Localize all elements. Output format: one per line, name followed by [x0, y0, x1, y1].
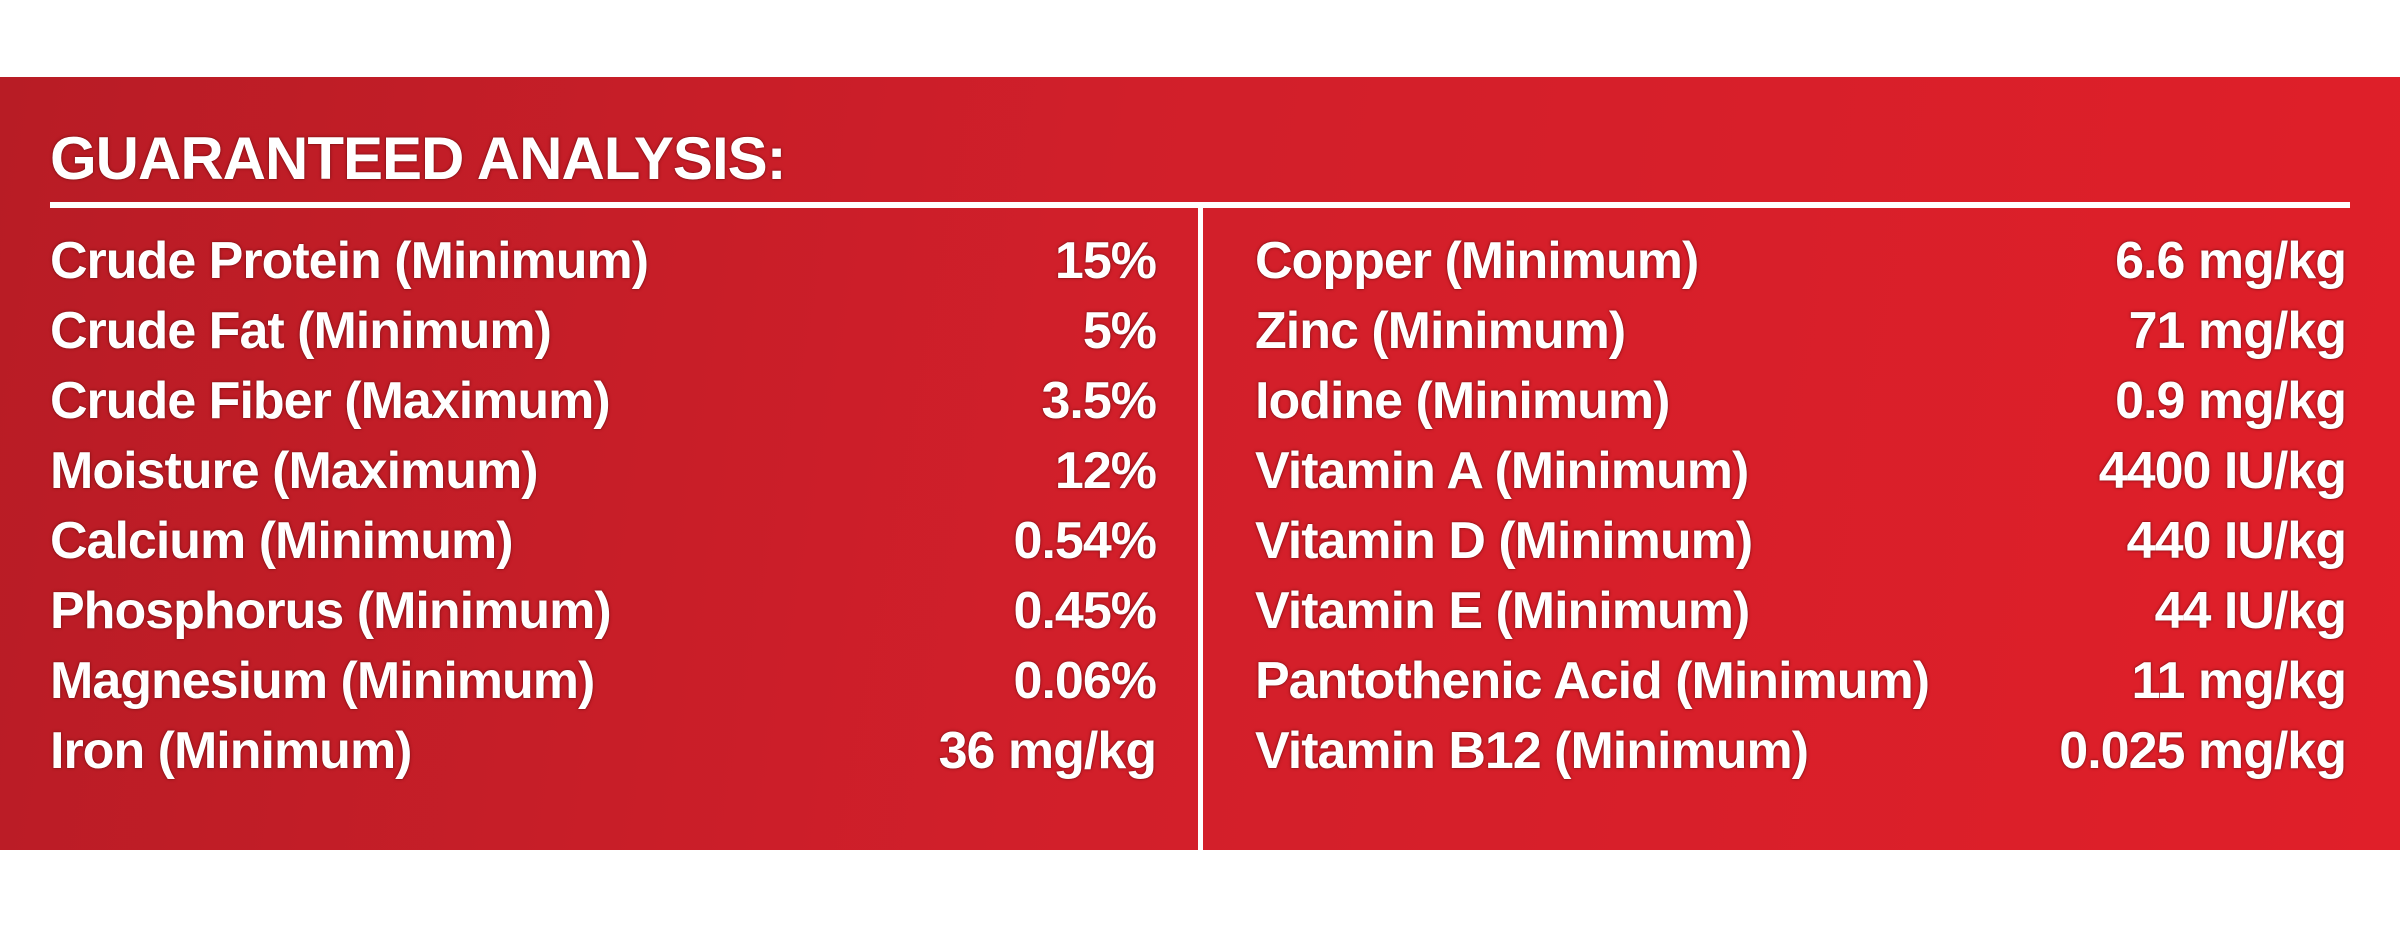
nutrient-label: Pantothenic Acid (Minimum) [1255, 652, 1930, 710]
nutrient-label: Moisture (Maximum) [50, 442, 539, 500]
title: GUARANTEED ANALYSIS: [50, 125, 787, 192]
nutrient-value: 6.6 mg/kg [2115, 232, 2347, 290]
nutrient-label: Vitamin D (Minimum) [1255, 512, 1753, 570]
nutrient-label: Crude Fat (Minimum) [50, 302, 552, 360]
nutrient-value: 12% [1054, 442, 1157, 500]
nutrient-label: Iodine (Minimum) [1255, 372, 1670, 430]
nutrient-value: 5% [1082, 302, 1157, 360]
nutrient-value: 11 mg/kg [2131, 652, 2347, 710]
analysis-panel: GUARANTEED ANALYSIS: Crude Protein (Mini… [0, 77, 2400, 876]
nutrient-label: Calcium (Minimum) [50, 512, 514, 570]
nutrient-label: Crude Protein (Minimum) [50, 232, 649, 290]
column-divider [1198, 202, 1203, 876]
nutrient-label: Copper (Minimum) [1255, 232, 1699, 290]
nutrient-label: Magnesium (Minimum) [50, 652, 595, 710]
nutrient-value: 36 mg/kg [938, 722, 1157, 780]
nutrient-label: Vitamin A (Minimum) [1255, 442, 1749, 500]
nutrient-value: 0.025 mg/kg [2059, 722, 2347, 780]
nutrient-value: 15% [1054, 232, 1157, 290]
nutrient-label: Iron (Minimum) [50, 722, 413, 780]
nutrient-value: 0.45% [1013, 582, 1157, 640]
nutrient-value: 0.06% [1013, 652, 1157, 710]
nutrient-value: 440 IU/kg [2126, 512, 2347, 570]
nutrient-value: 0.54% [1013, 512, 1157, 570]
nutrient-value: 3.5% [1041, 372, 1157, 430]
nutrient-label: Vitamin E (Minimum) [1255, 582, 1750, 640]
bottom-rule [50, 870, 2350, 876]
nutrient-value: 71 mg/kg [2128, 302, 2347, 360]
nutrient-value: 44 IU/kg [2154, 582, 2347, 640]
nutrient-label: Crude Fiber (Maximum) [50, 372, 611, 430]
nutrient-label: Vitamin B12 (Minimum) [1255, 722, 1809, 780]
nutrient-value: 4400 IU/kg [2098, 442, 2347, 500]
nutrient-label: Zinc (Minimum) [1255, 302, 1626, 360]
nutrient-label: Phosphorus (Minimum) [50, 582, 612, 640]
nutrient-value: 0.9 mg/kg [2115, 372, 2347, 430]
